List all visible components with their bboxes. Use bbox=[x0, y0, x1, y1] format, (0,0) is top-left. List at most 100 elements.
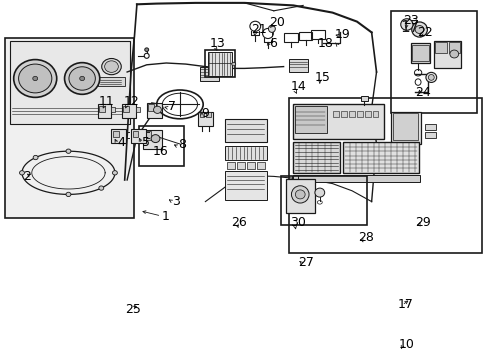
Ellipse shape bbox=[33, 76, 38, 81]
Bar bbox=[298, 32, 312, 40]
Ellipse shape bbox=[425, 72, 436, 82]
Ellipse shape bbox=[14, 60, 57, 97]
Text: 17: 17 bbox=[397, 298, 413, 311]
Ellipse shape bbox=[314, 188, 324, 197]
Bar bbox=[410, 43, 429, 63]
Text: 3: 3 bbox=[172, 195, 180, 208]
Bar bbox=[433, 41, 460, 68]
Bar bbox=[448, 42, 459, 53]
Bar bbox=[288, 59, 307, 72]
Bar bbox=[198, 112, 212, 126]
Ellipse shape bbox=[449, 50, 458, 58]
Text: 12: 12 bbox=[123, 95, 139, 108]
Text: 25: 25 bbox=[125, 303, 141, 316]
Bar bbox=[224, 171, 266, 200]
Bar bbox=[434, 42, 447, 53]
Ellipse shape bbox=[295, 190, 305, 199]
Ellipse shape bbox=[153, 106, 161, 113]
Text: 19: 19 bbox=[334, 28, 349, 41]
Bar bbox=[288, 98, 481, 253]
Bar bbox=[284, 33, 297, 42]
Ellipse shape bbox=[64, 63, 100, 94]
Text: 11: 11 bbox=[99, 95, 114, 108]
Text: 28: 28 bbox=[357, 231, 373, 244]
Bar bbox=[390, 11, 476, 113]
Ellipse shape bbox=[411, 22, 427, 37]
Text: 7: 7 bbox=[168, 100, 176, 113]
Bar bbox=[285, 179, 315, 213]
Text: 10: 10 bbox=[398, 338, 414, 351]
Text: 24: 24 bbox=[414, 86, 430, 99]
Bar bbox=[224, 119, 266, 142]
Text: 6: 6 bbox=[268, 37, 276, 50]
Ellipse shape bbox=[69, 67, 95, 90]
Text: 23: 23 bbox=[402, 14, 418, 27]
Bar bbox=[411, 45, 428, 61]
Bar bbox=[224, 146, 266, 160]
Ellipse shape bbox=[99, 186, 103, 190]
Ellipse shape bbox=[102, 58, 121, 75]
Bar bbox=[293, 142, 339, 173]
Bar bbox=[390, 112, 420, 144]
Bar bbox=[425, 124, 435, 130]
Text: 27: 27 bbox=[297, 256, 313, 269]
Ellipse shape bbox=[144, 48, 148, 51]
Ellipse shape bbox=[66, 192, 71, 197]
Bar bbox=[139, 126, 184, 166]
Bar bbox=[343, 142, 418, 173]
Text: 5: 5 bbox=[142, 136, 149, 149]
Bar bbox=[293, 104, 383, 139]
Bar bbox=[294, 106, 326, 133]
Bar bbox=[143, 131, 151, 140]
Bar bbox=[281, 176, 366, 225]
Bar bbox=[142, 130, 162, 149]
Bar bbox=[392, 113, 417, 140]
Bar bbox=[237, 162, 244, 169]
Ellipse shape bbox=[400, 19, 412, 30]
Text: 13: 13 bbox=[209, 37, 225, 50]
Text: 14: 14 bbox=[290, 80, 305, 93]
Bar bbox=[372, 111, 378, 117]
Ellipse shape bbox=[104, 61, 118, 72]
Bar bbox=[293, 175, 419, 182]
Bar bbox=[310, 30, 324, 39]
Bar bbox=[348, 111, 354, 117]
Bar bbox=[425, 132, 435, 138]
Bar bbox=[246, 162, 254, 169]
Ellipse shape bbox=[231, 62, 235, 66]
Bar bbox=[131, 129, 145, 143]
Text: 21: 21 bbox=[251, 23, 266, 36]
Text: 29: 29 bbox=[414, 216, 430, 229]
Ellipse shape bbox=[268, 25, 275, 32]
Ellipse shape bbox=[112, 171, 117, 175]
Bar bbox=[147, 104, 153, 111]
Text: 26: 26 bbox=[230, 216, 246, 229]
Bar bbox=[122, 104, 136, 118]
Bar bbox=[199, 112, 204, 117]
Text: 16: 16 bbox=[152, 145, 168, 158]
Ellipse shape bbox=[291, 186, 308, 203]
Ellipse shape bbox=[414, 26, 423, 33]
Bar bbox=[111, 107, 115, 112]
Text: 1: 1 bbox=[161, 210, 169, 222]
Text: 20: 20 bbox=[268, 16, 284, 29]
Bar bbox=[5, 38, 134, 218]
Ellipse shape bbox=[80, 76, 84, 81]
Text: 22: 22 bbox=[417, 26, 432, 39]
Ellipse shape bbox=[33, 156, 38, 160]
Bar bbox=[364, 111, 370, 117]
Bar bbox=[356, 111, 362, 117]
Bar bbox=[98, 77, 124, 86]
Bar bbox=[132, 131, 138, 137]
Bar bbox=[256, 162, 264, 169]
Bar bbox=[199, 67, 219, 81]
Bar bbox=[98, 104, 111, 118]
Bar bbox=[205, 50, 234, 77]
Ellipse shape bbox=[66, 149, 71, 153]
Bar bbox=[99, 106, 104, 112]
Text: 8: 8 bbox=[178, 138, 185, 150]
Text: 15: 15 bbox=[314, 71, 330, 84]
Bar bbox=[10, 41, 129, 124]
Bar bbox=[136, 107, 140, 112]
Bar bbox=[227, 162, 235, 169]
